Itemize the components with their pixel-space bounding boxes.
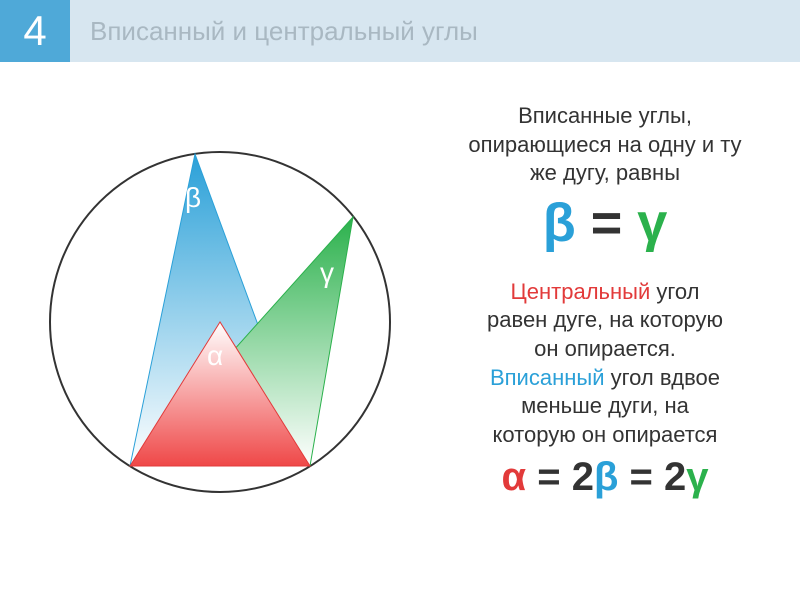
slide-number: 4 — [0, 0, 70, 62]
eq2-eq1: = 2 — [526, 455, 594, 499]
header: 4 Вписанный и центральный углы — [0, 0, 800, 62]
central-word: Центральный — [510, 279, 650, 304]
eq1-equals: = — [576, 193, 638, 253]
s2-l3: он опирается. — [534, 336, 676, 361]
alpha-label: α — [207, 340, 223, 372]
eq2-eq2: = 2 — [618, 455, 686, 499]
beta-label: β — [185, 182, 201, 214]
inscribed-word: Вписанный — [490, 365, 605, 390]
s2-l4b: угол вдвое — [604, 365, 720, 390]
s2-l2: равен дуге, на которую — [487, 307, 723, 332]
s2-l1b: угол — [650, 279, 699, 304]
eq2-gamma: γ — [686, 455, 708, 499]
equation-2: α = 2β = 2γ — [440, 457, 770, 497]
equation-1: β = γ — [440, 196, 770, 250]
gamma-label: γ — [320, 257, 334, 289]
s2-l6: которую он опирается — [493, 422, 718, 447]
s2-l5: меньше дуги, на — [521, 393, 689, 418]
statement-1: Вписанные углы, опирающиеся на одну и ту… — [440, 102, 770, 188]
eq1-beta: β — [543, 193, 576, 253]
eq2-beta: β — [594, 455, 618, 499]
angle-diagram: β γ α — [10, 92, 430, 512]
eq1-gamma: γ — [637, 193, 667, 253]
eq2-alpha: α — [502, 455, 527, 499]
statement-1-line1: Вписанные углы, — [518, 103, 692, 128]
statement-1-line3: же дугу, равны — [530, 160, 680, 185]
statement-1-line2: опирающиеся на одну и ту — [468, 132, 741, 157]
explanation-text: Вписанные углы, опирающиеся на одну и ту… — [430, 92, 800, 512]
statement-2: Центральный угол равен дуге, на которую … — [440, 278, 770, 450]
content: β γ α Вписанные углы, опирающиеся на одн… — [0, 62, 800, 512]
slide-title: Вписанный и центральный углы — [70, 0, 800, 62]
